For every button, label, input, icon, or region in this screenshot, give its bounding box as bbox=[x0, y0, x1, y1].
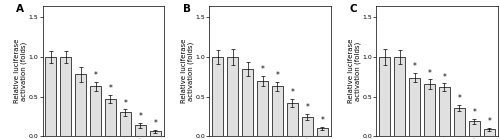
Bar bbox=[76, 75, 86, 136]
Bar bbox=[439, 87, 450, 136]
Bar bbox=[135, 125, 145, 136]
Text: *: * bbox=[306, 103, 310, 112]
Bar bbox=[317, 128, 328, 136]
Bar bbox=[212, 57, 223, 136]
Bar bbox=[105, 99, 116, 136]
Bar bbox=[424, 84, 435, 136]
Text: *: * bbox=[458, 94, 462, 103]
Y-axis label: Relative luciferase
activation (folds): Relative luciferase activation (folds) bbox=[348, 39, 361, 103]
Text: *: * bbox=[428, 69, 432, 78]
Text: A: A bbox=[16, 4, 24, 14]
Bar bbox=[60, 57, 71, 136]
Bar bbox=[287, 103, 298, 136]
Bar bbox=[469, 121, 480, 136]
Bar bbox=[150, 131, 160, 136]
Text: *: * bbox=[276, 71, 280, 80]
Text: *: * bbox=[488, 117, 491, 126]
Bar bbox=[272, 86, 282, 136]
Text: *: * bbox=[124, 99, 128, 108]
Text: *: * bbox=[320, 116, 324, 125]
Text: *: * bbox=[138, 112, 142, 121]
Y-axis label: Relative luciferase
activation (folds): Relative luciferase activation (folds) bbox=[14, 39, 27, 103]
Text: *: * bbox=[472, 108, 476, 117]
Text: C: C bbox=[350, 4, 358, 14]
Y-axis label: Relative luciferase
activation (folds): Relative luciferase activation (folds) bbox=[180, 39, 194, 103]
Bar bbox=[380, 57, 390, 136]
Bar bbox=[410, 78, 420, 136]
Bar bbox=[454, 108, 464, 136]
Text: *: * bbox=[94, 71, 98, 80]
Bar bbox=[228, 57, 238, 136]
Text: *: * bbox=[412, 62, 416, 71]
Text: B: B bbox=[183, 4, 191, 14]
Bar bbox=[120, 112, 130, 136]
Bar bbox=[394, 57, 405, 136]
Text: *: * bbox=[290, 88, 294, 97]
Bar bbox=[484, 129, 494, 136]
Bar bbox=[302, 117, 312, 136]
Text: *: * bbox=[154, 119, 157, 128]
Text: *: * bbox=[442, 73, 446, 82]
Bar bbox=[46, 57, 56, 136]
Bar bbox=[258, 81, 268, 136]
Text: *: * bbox=[108, 85, 112, 93]
Bar bbox=[242, 69, 253, 136]
Bar bbox=[90, 86, 101, 136]
Text: *: * bbox=[260, 65, 264, 75]
